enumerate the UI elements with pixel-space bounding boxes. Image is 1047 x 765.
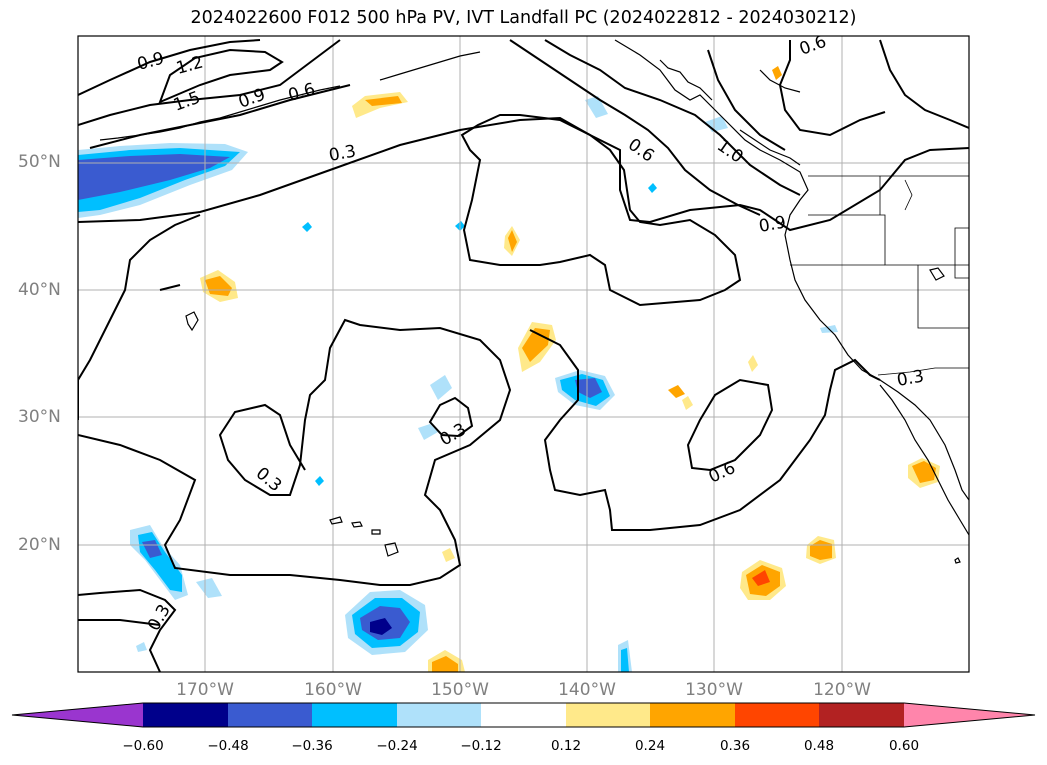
lat-label: 40°N — [18, 280, 61, 300]
contour-label: 0.3 — [895, 367, 925, 391]
lon-label: 150°W — [431, 680, 489, 700]
contour-label: 0.3 — [327, 142, 357, 166]
negative-anomaly-south — [345, 590, 428, 655]
lat-label: 30°N — [18, 407, 61, 427]
colorbar-tick: 0.24 — [634, 738, 666, 754]
colorbar-segment — [397, 703, 481, 727]
lat-label: 20°N — [18, 535, 61, 555]
colorbar-tick: 0.12 — [550, 738, 582, 754]
colorbar-segment — [481, 703, 566, 727]
colorbar-tick: −0.36 — [291, 738, 333, 754]
colorbar-extend-low — [12, 703, 143, 727]
lon-label: 170°W — [176, 680, 234, 700]
pv-contours — [78, 39, 969, 672]
negative-anomaly-central — [136, 96, 838, 672]
lon-label: 120°W — [813, 680, 871, 700]
colorbar-extend-high — [904, 703, 1035, 727]
colorbar-tick: 0.36 — [719, 738, 751, 754]
lon-label: 140°W — [558, 680, 616, 700]
colorbar-segment — [566, 703, 650, 727]
colorbar-tick: −0.12 — [460, 738, 502, 754]
colorbar-segment — [819, 703, 904, 727]
colorbar-tick: −0.60 — [122, 738, 164, 754]
colorbar-segment — [735, 703, 819, 727]
lon-label: 130°W — [685, 680, 743, 700]
colorbar-tick: −0.48 — [207, 738, 249, 754]
lon-label: 160°W — [304, 680, 362, 700]
graticule — [78, 36, 969, 672]
map-title: 2024022600 F012 500 hPa PV, IVT Landfall… — [190, 8, 857, 28]
map-frame — [77, 35, 970, 673]
contour-label: 0.9 — [757, 213, 787, 237]
colorbar-segment — [143, 703, 228, 727]
political-borders — [790, 175, 969, 376]
colorbar-segment — [312, 703, 397, 727]
lat-label: 50°N — [18, 152, 61, 172]
colorbar-outline — [11, 702, 1036, 728]
colorbar-tick: −0.24 — [376, 738, 418, 754]
colorbar-tick: 0.60 — [888, 738, 920, 754]
positive-anomaly-areas — [200, 66, 940, 672]
colorbar-segment — [228, 703, 312, 727]
colorbar-tick: 0.48 — [803, 738, 835, 754]
colorbar-segment — [650, 703, 735, 727]
